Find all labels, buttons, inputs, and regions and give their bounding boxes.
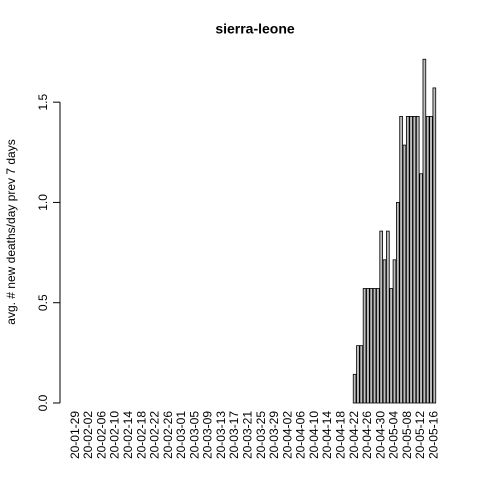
y-tick-label: 1.0 <box>36 194 50 211</box>
bar <box>429 115 433 404</box>
bar <box>409 115 413 404</box>
bar <box>362 288 367 404</box>
bar <box>389 288 393 404</box>
y-tick-label: 0.5 <box>36 294 50 311</box>
x-tick-label: 20-02-02 <box>81 411 95 459</box>
bar <box>419 173 423 404</box>
bar <box>386 230 390 404</box>
y-axis-label: avg. # new deaths/day prev 7 days <box>4 139 18 324</box>
bar <box>422 58 427 404</box>
bar <box>376 288 380 404</box>
x-tick-label: 20-02-26 <box>161 411 175 459</box>
bar <box>372 288 377 404</box>
x-tick-label: 20-03-05 <box>187 411 201 459</box>
bar <box>352 373 357 404</box>
x-tick-label: 20-05-04 <box>387 411 401 459</box>
bar <box>432 87 437 404</box>
bar <box>382 259 387 404</box>
x-tick-label: 20-04-10 <box>307 411 321 459</box>
bar <box>392 259 397 404</box>
y-tick-label: 0.0 <box>36 394 50 411</box>
x-tick-label: 20-02-14 <box>121 411 135 459</box>
x-tick-label: 20-02-22 <box>148 411 162 459</box>
x-tick-label: 20-03-09 <box>201 411 215 459</box>
x-tick-label: 20-04-22 <box>347 411 361 459</box>
x-tick-label: 20-02-18 <box>134 411 148 459</box>
x-tick-label: 20-03-29 <box>267 411 281 459</box>
x-tick-label: 20-05-12 <box>413 411 427 459</box>
bar <box>379 230 383 404</box>
x-tick-label: 20-04-06 <box>294 411 308 459</box>
bar <box>396 202 400 404</box>
x-tick-label: 20-05-16 <box>427 411 441 459</box>
x-tick-label: 20-03-13 <box>214 411 228 459</box>
bar <box>366 288 370 404</box>
bar <box>356 345 360 404</box>
bar <box>369 288 374 404</box>
bar <box>359 345 364 404</box>
y-tick-label: 1.5 <box>36 93 50 110</box>
x-tick-label: 20-04-14 <box>320 411 334 459</box>
bar <box>405 115 410 404</box>
bar <box>412 115 417 404</box>
x-tick-label: 20-03-21 <box>241 411 255 459</box>
x-tick-label: 20-01-29 <box>68 411 82 459</box>
bar <box>425 115 430 404</box>
x-tick-label: 20-04-30 <box>373 411 387 459</box>
chart-title: sierra-leone <box>215 21 295 37</box>
x-tick-label: 20-03-25 <box>254 411 268 459</box>
x-tick-label: 20-04-02 <box>280 411 294 459</box>
bar <box>399 115 403 404</box>
x-tick-label: 20-03-17 <box>227 411 241 459</box>
x-tick-label: 20-02-06 <box>94 411 108 459</box>
x-tick-label: 20-02-10 <box>108 411 122 459</box>
bar <box>402 144 407 404</box>
x-tick-label: 20-03-01 <box>174 411 188 459</box>
x-tick-label: 20-04-18 <box>334 411 348 459</box>
x-tick-label: 20-04-26 <box>360 411 374 459</box>
bar <box>415 115 420 404</box>
x-tick-label: 20-05-08 <box>400 411 414 459</box>
